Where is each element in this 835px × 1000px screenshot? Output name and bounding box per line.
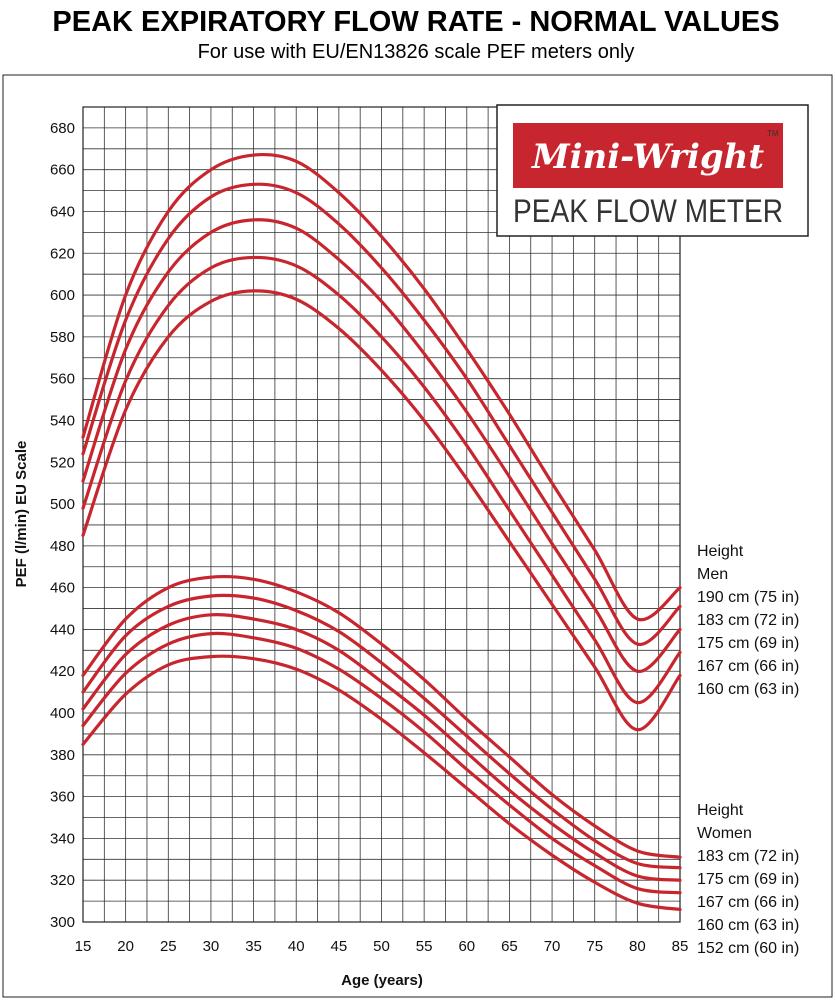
y-tick-label: 320 bbox=[50, 872, 75, 889]
x-tick-label: 85 bbox=[672, 938, 689, 955]
legend-women-entry: 152 cm (60 in) bbox=[697, 940, 799, 957]
x-tick-label: 40 bbox=[288, 938, 305, 955]
y-tick-labels: 300 320 340 360 380 400 420 440 460 480 500 520 540 5… bbox=[50, 120, 75, 931]
y-tick-label: 420 bbox=[50, 663, 75, 680]
legend-women-entry: 160 cm (63 in) bbox=[697, 917, 799, 934]
x-tick-label: 50 bbox=[373, 938, 390, 955]
x-tick-label: 30 bbox=[203, 938, 220, 955]
legend-women: Height Women 183 cm (72 in) 175 cm (69 i… bbox=[697, 802, 799, 957]
legend-men-entry: 160 cm (63 in) bbox=[697, 681, 799, 698]
y-tick-label: 500 bbox=[50, 496, 75, 513]
series-line-men-0 bbox=[81, 152, 682, 622]
y-axis-label: PEF (l/min) EU Scale bbox=[13, 441, 30, 588]
y-tick-label: 640 bbox=[50, 203, 75, 220]
legend-men-entry: 167 cm (66 in) bbox=[697, 658, 799, 675]
legend-women-heading-2: Women bbox=[697, 825, 752, 842]
logo-product: PEAK FLOW METER bbox=[513, 193, 783, 229]
y-tick-label: 380 bbox=[50, 747, 75, 764]
series-line-men-3 bbox=[81, 255, 682, 705]
y-tick-label: 360 bbox=[50, 789, 75, 806]
x-tick-label: 60 bbox=[458, 938, 475, 955]
mini-wright-logo: Mini-Wright TM PEAK FLOW METER bbox=[496, 104, 809, 237]
x-tick-label: 70 bbox=[544, 938, 561, 955]
logo-banner bbox=[513, 123, 783, 188]
legend-men-entry: 183 cm (72 in) bbox=[697, 612, 799, 629]
series-line-women-8 bbox=[81, 631, 682, 895]
legend-women-heading-1: Height bbox=[697, 802, 744, 819]
series-line-men-1 bbox=[81, 182, 682, 646]
x-axis-label: Age (years) bbox=[341, 972, 423, 989]
legend-women-entry: 183 cm (72 in) bbox=[697, 848, 799, 865]
x-tick-label: 65 bbox=[501, 938, 518, 955]
logo-tm: TM bbox=[767, 129, 779, 138]
series-line-women-7 bbox=[81, 612, 682, 882]
series-line-men-2 bbox=[81, 218, 682, 673]
y-tick-label: 560 bbox=[50, 371, 75, 388]
legend-women-entry: 175 cm (69 in) bbox=[697, 871, 799, 888]
x-tick-label: 45 bbox=[331, 938, 348, 955]
y-tick-label: 580 bbox=[50, 329, 75, 346]
y-tick-label: 660 bbox=[50, 162, 75, 179]
chart-title: PEAK EXPIRATORY FLOW RATE - NORMAL VALUE… bbox=[52, 6, 779, 38]
legend-men-heading-2: Men bbox=[697, 566, 728, 583]
series-line-women-5 bbox=[81, 574, 682, 859]
x-tick-label: 55 bbox=[416, 938, 433, 955]
legend-men-entry: 175 cm (69 in) bbox=[697, 635, 799, 652]
legend-women-entry: 167 cm (66 in) bbox=[697, 894, 799, 911]
y-tick-label: 400 bbox=[50, 705, 75, 722]
y-tick-label: 600 bbox=[50, 287, 75, 304]
series-lines bbox=[81, 152, 682, 912]
x-tick-labels: 15 20 25 30 35 40 45 50 55 60 65 70 75 80 85 bbox=[75, 938, 689, 955]
grid bbox=[82, 106, 681, 923]
y-tick-label: 460 bbox=[50, 580, 75, 597]
logo-brand: Mini-Wright bbox=[531, 137, 764, 177]
plot-border bbox=[82, 106, 681, 923]
y-tick-label: 340 bbox=[50, 830, 75, 847]
chart-frame bbox=[2, 74, 833, 998]
legend-men-heading-1: Height bbox=[697, 543, 744, 560]
x-tick-label: 35 bbox=[245, 938, 262, 955]
x-tick-label: 20 bbox=[117, 938, 134, 955]
y-tick-label: 520 bbox=[50, 454, 75, 471]
series-line-men-4 bbox=[81, 289, 682, 732]
y-tick-label: 680 bbox=[50, 120, 75, 137]
y-tick-label: 480 bbox=[50, 538, 75, 555]
x-tick-label: 25 bbox=[160, 938, 177, 955]
y-tick-label: 300 bbox=[50, 914, 75, 931]
legend-men-entry: 190 cm (75 in) bbox=[697, 589, 799, 606]
chart-subtitle: For use with EU/EN13826 scale PEF meters… bbox=[198, 41, 635, 63]
legend-men: Height Men 190 cm (75 in) 183 cm (72 in)… bbox=[697, 543, 799, 698]
y-tick-label: 440 bbox=[50, 621, 75, 638]
series-line-women-9 bbox=[81, 654, 682, 912]
y-tick-label: 620 bbox=[50, 245, 75, 262]
x-tick-label: 75 bbox=[586, 938, 603, 955]
series-line-women-6 bbox=[81, 593, 682, 870]
y-tick-label: 540 bbox=[50, 412, 75, 429]
x-tick-label: 80 bbox=[629, 938, 646, 955]
x-tick-label: 15 bbox=[75, 938, 92, 955]
